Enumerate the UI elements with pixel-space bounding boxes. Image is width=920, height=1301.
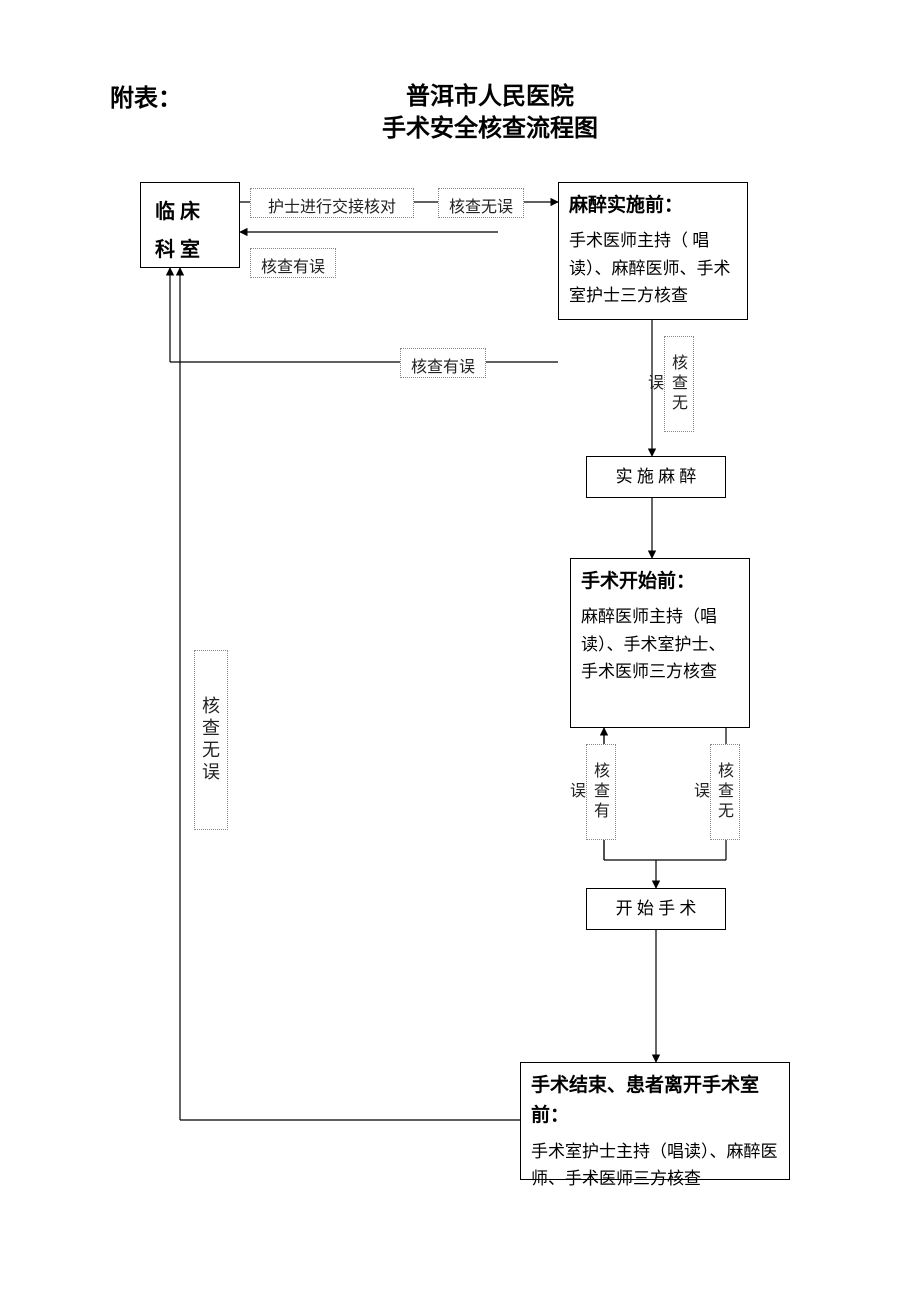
- label-check-err-top: 核查有误: [250, 248, 336, 278]
- node-body: 麻醉医师主持（唱读）、手术室护士、手术医师三方核查: [581, 603, 739, 685]
- node-title: 麻醉实施前：: [569, 191, 737, 221]
- label-check-ok-1: 核查无误: [438, 188, 524, 218]
- flowchart-canvas: 附表： 普洱市人民医院 手术安全核查流程图 临 床 科 室 麻醉实施前： 手术医…: [0, 0, 920, 1301]
- node-body: 手术室护士主持（唱读）、麻醉医师、手术医师三方核查: [531, 1138, 779, 1192]
- label-check-err-mid: 核查有误: [400, 348, 486, 378]
- header-title-line2: 手术安全核查流程图: [290, 108, 690, 143]
- node-start-surgery: 开 始 手 术: [586, 888, 726, 930]
- node-post-surgery: 手术结束、患者离开手术室前： 手术室护士主持（唱读）、麻醉医师、手术医师三方核查: [520, 1062, 790, 1180]
- node-pre-surgery: 手术开始前： 麻醉医师主持（唱读）、手术室护士、手术医师三方核查: [570, 558, 750, 728]
- label-check-ok-2: 核查无误: [664, 336, 694, 432]
- header-title-line1: 普洱市人民医院: [290, 76, 690, 111]
- node-do-anesthesia: 实 施 麻 醉: [586, 456, 726, 498]
- header-prefix: 附表：: [110, 78, 182, 113]
- label-check-ok-3: 核查无误: [710, 744, 740, 840]
- node-body: 手术医师主持（ 唱读）、麻醉医师、手术室护士三方核查: [569, 227, 737, 309]
- node-pre-anesthesia: 麻醉实施前： 手术医师主持（ 唱读）、麻醉医师、手术室护士三方核查: [558, 182, 748, 320]
- label-check-err-3: 核查有误: [586, 744, 616, 840]
- node-title: 手术开始前：: [581, 567, 739, 597]
- label-nurse-handover: 护士进行交接核对: [250, 188, 414, 218]
- label-check-ok-big: 核查无误: [194, 650, 228, 830]
- node-title: 手术结束、患者离开手术室前：: [531, 1071, 779, 1132]
- node-clinical-dept: 临 床 科 室: [140, 182, 240, 268]
